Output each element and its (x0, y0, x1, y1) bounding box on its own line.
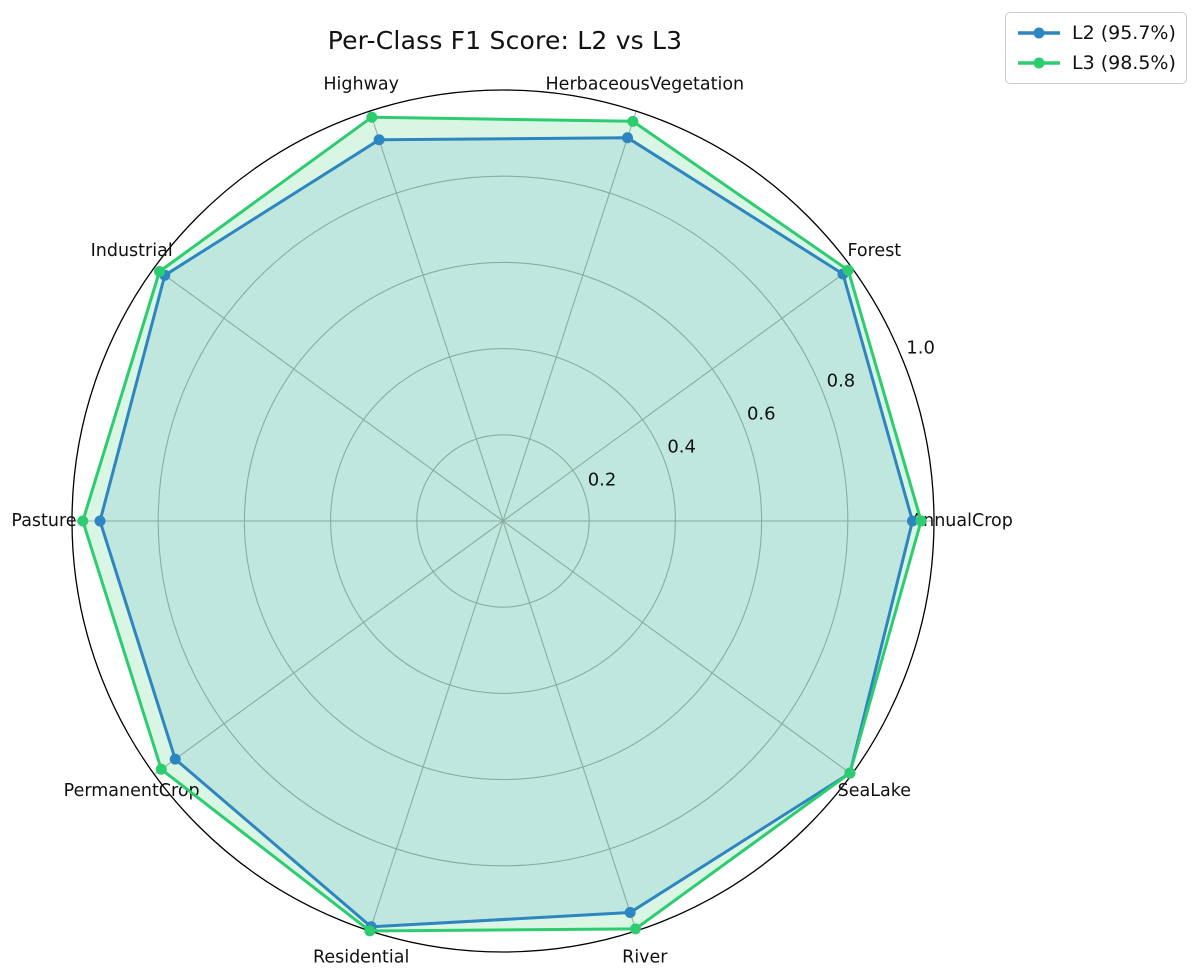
radial-tick-label: 1.0 (906, 338, 935, 359)
spoke-line (369, 110, 504, 522)
data-point-marker-l3 (77, 515, 89, 527)
spoke-line (502, 110, 637, 522)
legend: L2 (95.7%) L3 (98.5%) (1005, 12, 1187, 84)
data-point-marker-l2 (906, 515, 918, 527)
category-label: Industrial (91, 241, 173, 261)
radial-tick-label: 0.2 (588, 469, 617, 490)
category-label: Forest (847, 241, 901, 261)
data-point-marker-l3 (366, 111, 378, 123)
data-point-marker-l3 (154, 265, 166, 277)
radial-tick-label: 0.8 (827, 371, 856, 392)
outer-circle (71, 89, 935, 953)
data-point-marker-l3 (364, 925, 376, 937)
series-fill-l3 (82, 117, 922, 931)
legend-label-l3: L3 (98.5%) (1072, 52, 1176, 74)
data-point-marker-l2 (94, 515, 106, 527)
data-point-marker-l3 (842, 264, 854, 276)
spoke-line (502, 520, 853, 775)
chart-title: Per-Class F1 Score: L2 vs L3 (327, 26, 683, 55)
category-label: SeaLake (838, 781, 911, 801)
category-label: Pasture (11, 511, 76, 531)
legend-item-l3: L3 (98.5%) (1016, 52, 1176, 74)
data-point-marker-l3 (155, 763, 167, 775)
series-fill-l2 (100, 137, 913, 927)
radial-tick-label: 0.4 (667, 436, 696, 457)
category-label: PermanentCrop (64, 781, 200, 801)
radial-tick-label: 0.6 (747, 404, 776, 425)
spoke-line (369, 520, 504, 932)
data-point-marker-l3 (844, 767, 856, 779)
data-point-marker-l3 (630, 923, 642, 935)
legend-label-l2: L2 (95.7%) (1072, 22, 1176, 44)
category-label: River (622, 948, 668, 968)
legend-item-l2: L2 (95.7%) (1016, 22, 1176, 44)
l2-line-marker-icon (1018, 27, 1060, 39)
category-label: Residential (313, 948, 409, 968)
l3-line-marker-icon (1018, 57, 1060, 69)
category-label: Highway (323, 74, 399, 94)
data-point-marker-l3 (627, 115, 639, 127)
data-point-marker-l2 (622, 132, 634, 144)
spoke-line (153, 520, 504, 775)
data-point-marker-l3 (915, 515, 927, 527)
spoke-line (502, 267, 853, 522)
category-label: AnnualCrop (911, 511, 1013, 531)
spoke-line (502, 520, 637, 932)
data-point-marker-l2 (169, 753, 181, 765)
data-point-marker-l2 (624, 906, 636, 918)
data-point-marker-l2 (373, 134, 385, 146)
spoke-line (153, 267, 504, 522)
category-label: HerbaceousVegetation (546, 74, 745, 94)
